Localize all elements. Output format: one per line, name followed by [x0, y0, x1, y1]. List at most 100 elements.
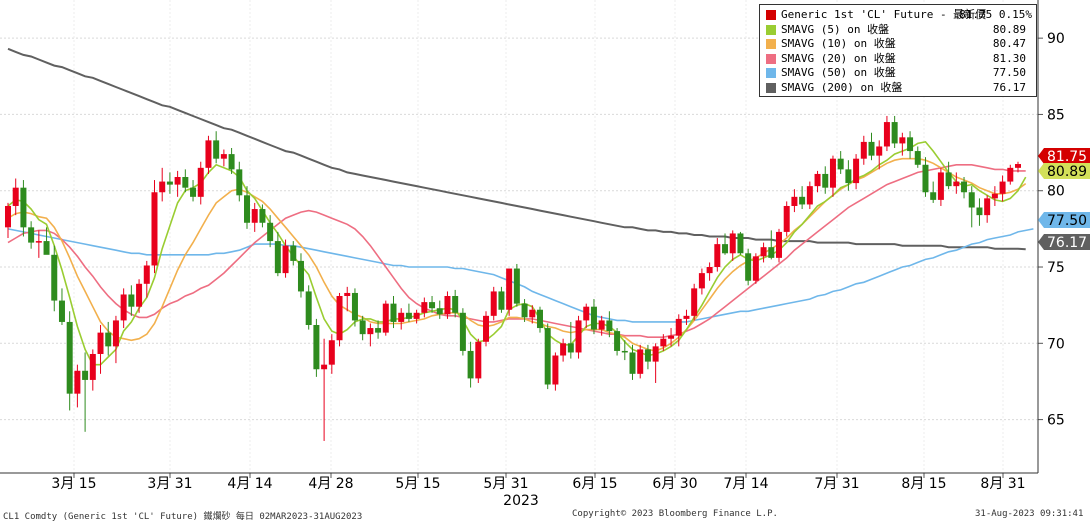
candle — [991, 186, 998, 206]
candle-body — [97, 332, 104, 354]
candle-body — [845, 169, 852, 184]
candle — [405, 303, 412, 322]
candle-body — [436, 308, 443, 315]
candle — [1007, 164, 1014, 185]
legend-swatch — [766, 39, 776, 49]
candle — [567, 321, 574, 359]
candle-body — [498, 291, 505, 310]
candle — [891, 115, 898, 149]
candle — [498, 286, 505, 313]
candle-body — [429, 302, 436, 309]
candle-body — [814, 173, 821, 187]
tag-background — [1038, 212, 1090, 228]
candle — [853, 154, 860, 190]
candle-body — [822, 173, 829, 188]
legend-value: 81.75 0.15% — [959, 8, 1032, 21]
candle — [398, 308, 405, 330]
last-value-tag: 80.89 — [1038, 163, 1090, 180]
footer-timestamp: 31-Aug-2023 09:31:41 — [975, 509, 1084, 519]
candle-body — [544, 328, 551, 385]
legend-label: SMAVG (50) on 收盤 — [781, 66, 896, 79]
candle — [644, 344, 651, 370]
candle — [575, 315, 582, 359]
candle-body — [706, 267, 713, 274]
footer-copyright: Copyright© 2023 Bloomberg Finance L.P. — [572, 509, 778, 519]
candle-body — [868, 141, 875, 156]
legend-swatch — [766, 68, 776, 78]
candle — [228, 148, 235, 174]
candle — [28, 221, 35, 249]
legend-value: 80.89 — [992, 22, 1026, 36]
candle-body — [43, 241, 50, 255]
candle — [829, 155, 836, 197]
candle — [128, 285, 135, 316]
candle-body — [752, 256, 759, 281]
candle-body — [467, 350, 474, 379]
candle — [321, 338, 328, 441]
candle — [614, 328, 621, 356]
tag-background — [1038, 234, 1090, 250]
legend-value: 76.17 — [992, 80, 1026, 94]
candle — [637, 344, 644, 379]
candle — [159, 167, 166, 202]
candle-body — [282, 245, 289, 274]
candle — [12, 178, 19, 216]
legend-swatch — [766, 82, 776, 93]
candle-body — [606, 320, 613, 332]
candle-body — [236, 169, 243, 196]
candle — [652, 343, 659, 383]
candle-body — [74, 370, 81, 394]
candle — [112, 315, 119, 364]
candle — [961, 176, 968, 199]
candle-body — [775, 231, 782, 258]
candle-body — [745, 253, 752, 281]
candle — [806, 181, 813, 210]
candle-body — [644, 349, 651, 362]
candle — [490, 286, 497, 321]
candle — [984, 195, 991, 223]
candle-body — [205, 140, 212, 168]
candle — [82, 352, 89, 432]
candle — [58, 288, 65, 325]
legend-swatch — [766, 53, 776, 64]
candle — [5, 202, 11, 239]
candle-body — [953, 181, 960, 187]
candle-body — [444, 296, 451, 315]
candle-body — [51, 254, 58, 301]
legend-label: SMAVG (200) on 收盤 — [781, 80, 903, 94]
candle — [606, 311, 613, 338]
candle — [513, 263, 520, 307]
candle-body — [120, 294, 127, 321]
candle — [390, 296, 397, 329]
x-tick-label: 7月 31 — [814, 476, 859, 492]
candle — [421, 297, 428, 318]
candle — [937, 167, 944, 206]
candle-body — [105, 332, 112, 347]
candle-body — [483, 315, 490, 342]
candle-body — [375, 328, 382, 333]
y-tick-label: 75 — [1047, 260, 1065, 276]
candle — [883, 115, 890, 152]
candle-body — [991, 193, 998, 199]
candle-body — [305, 291, 312, 325]
legend-swatch — [766, 10, 776, 20]
candle-body — [344, 292, 351, 297]
sma-200-line — [7, 47, 1026, 251]
candle — [166, 172, 173, 194]
candle — [907, 131, 914, 159]
candle — [336, 292, 343, 347]
candle-body — [675, 318, 682, 336]
candle-body — [413, 312, 420, 319]
candle-body — [452, 296, 459, 313]
candle-body — [783, 205, 790, 232]
candle-body — [907, 137, 914, 152]
candle — [267, 215, 274, 248]
candle-body — [637, 349, 644, 374]
candle — [143, 260, 150, 298]
candle — [922, 157, 929, 197]
candle-body — [58, 300, 65, 322]
legend-item: SMAVG (5) on 收盤 80.89 — [766, 23, 1036, 38]
candle — [729, 230, 736, 261]
candle — [20, 180, 27, 237]
candle-body — [652, 346, 659, 362]
